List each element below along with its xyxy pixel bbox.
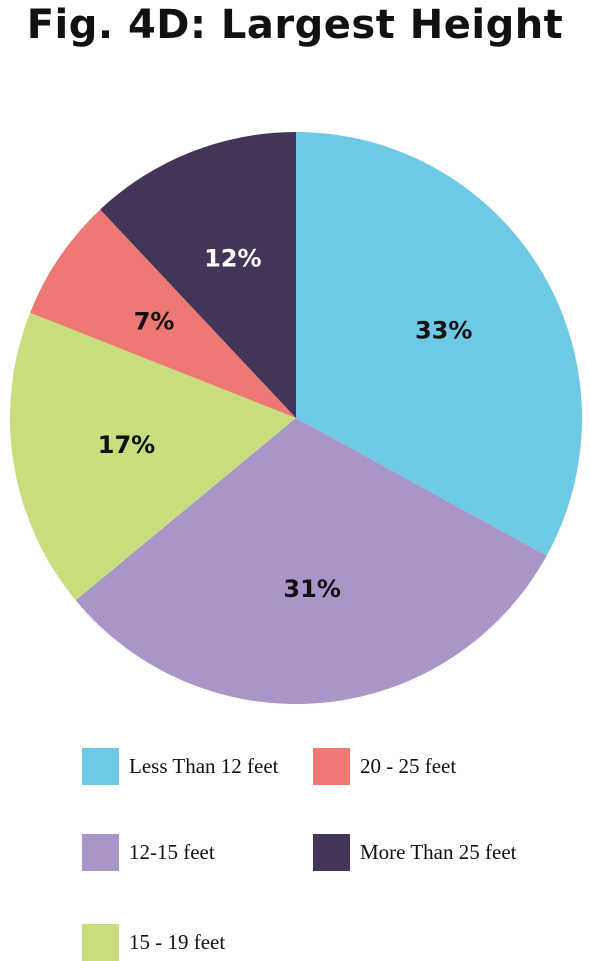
legend-swatch bbox=[313, 833, 350, 871]
legend-swatch bbox=[313, 747, 350, 785]
legend-label: 15 - 19 feet bbox=[129, 929, 226, 954]
legend-swatch bbox=[82, 833, 119, 871]
pie-slice-12-15-feet bbox=[75, 418, 547, 704]
slice-label-12-15-feet: 31% bbox=[283, 575, 340, 603]
slice-label-more-than-25-feet: 12% bbox=[204, 244, 261, 272]
legend-item-less-than-12-feet: Less Than 12 feet bbox=[82, 747, 279, 785]
legend-item-20-25-feet: 20 - 25 feet bbox=[313, 747, 457, 785]
legend-swatch bbox=[82, 923, 119, 961]
legend-item-15-19-feet: 15 - 19 feet bbox=[82, 923, 226, 961]
slice-label-less-than-12-feet: 33% bbox=[415, 317, 472, 345]
pie-slice-less-than-12-feet bbox=[296, 132, 582, 556]
legend-item-12-15-feet: 12-15 feet bbox=[82, 833, 215, 871]
legend-label: 20 - 25 feet bbox=[360, 753, 457, 778]
legend-label: More Than 25 feet bbox=[360, 839, 517, 864]
pie-slice-15-19-feet bbox=[10, 312, 297, 601]
pie-labels: 33% 31% 17% 7% 12% bbox=[98, 244, 473, 602]
legend-label: 12-15 feet bbox=[129, 839, 215, 864]
chart-title: Fig. 4D: Largest Height bbox=[26, 2, 564, 48]
slice-label-20-25-feet: 7% bbox=[134, 308, 175, 336]
legend-swatch bbox=[82, 747, 119, 785]
legend-label: Less Than 12 feet bbox=[129, 753, 279, 778]
pie-slices bbox=[10, 132, 582, 704]
slice-label-15-19-feet: 17% bbox=[98, 431, 155, 459]
pie-slice-20-25-feet bbox=[30, 209, 297, 418]
pie-slice-more-than-25-feet bbox=[100, 132, 296, 418]
legend-item-more-than-25-feet: More Than 25 feet bbox=[313, 833, 517, 871]
